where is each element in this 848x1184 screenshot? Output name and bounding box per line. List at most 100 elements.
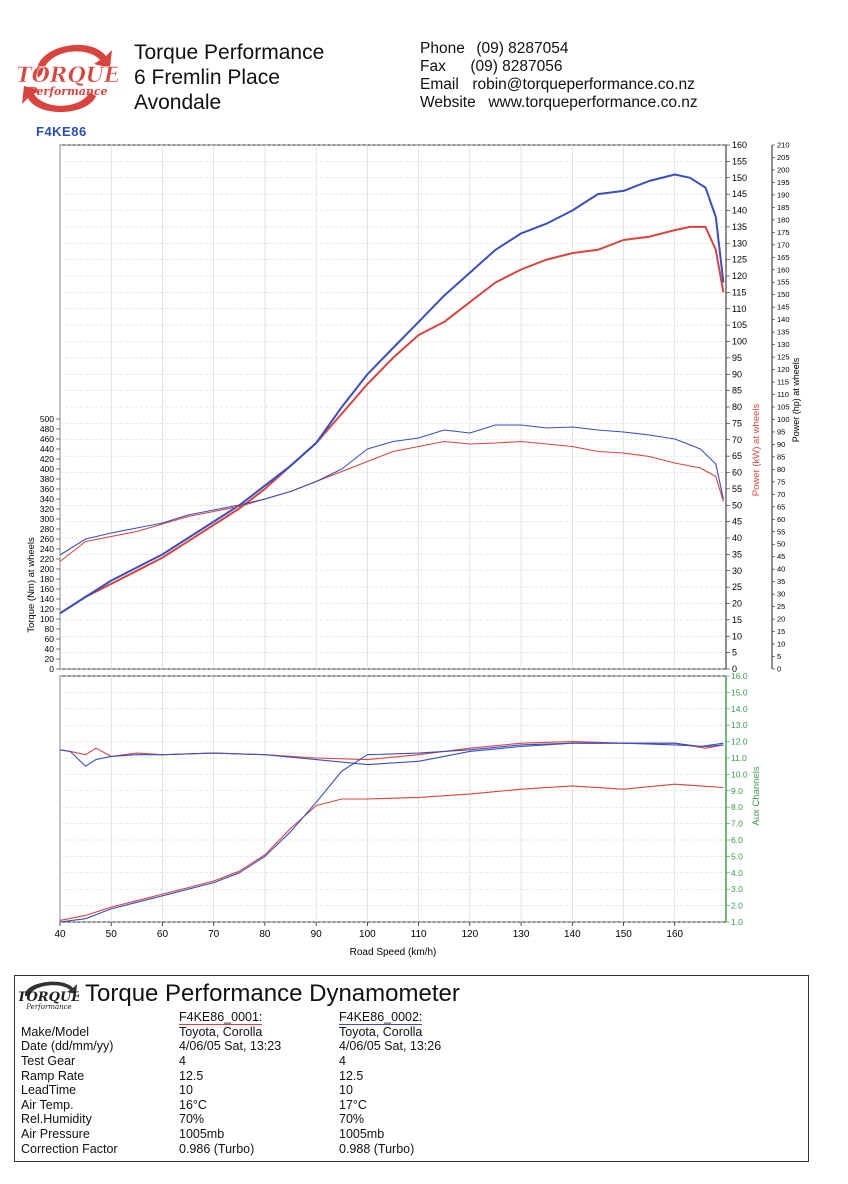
torque-tick-label: 340	[40, 494, 54, 504]
x-tick-label: 160	[666, 929, 683, 940]
run2-value: Toyota, Corolla	[339, 1024, 423, 1039]
kw-tick-label: 160	[732, 140, 747, 150]
kw-tick-label: 0	[732, 664, 737, 674]
power-hp-axis-label: Power (hp) at wheels	[791, 357, 801, 442]
hp-tick-label: 115	[777, 378, 789, 387]
torque-tick-label: 140	[40, 594, 54, 604]
website-value: www.torqueperformance.co.nz	[488, 94, 698, 111]
torque-tick-label: 400	[40, 464, 54, 474]
run2-value: 17°C	[339, 1097, 367, 1112]
aux-tick-label: 15.0	[731, 687, 748, 697]
table-row: Air Pressure 1005mb 1005mb	[21, 1127, 519, 1142]
run2-value: 70%	[339, 1112, 365, 1127]
hp-tick-label: 80	[777, 465, 785, 474]
company-address: Torque Performance 6 Fremlin Place Avond…	[134, 40, 324, 115]
run2-value: 1005mb	[339, 1127, 385, 1142]
run1-value: 10	[179, 1083, 193, 1098]
power-line-run1	[59, 225, 725, 615]
svg-text:TORQUE: TORQUE	[18, 62, 118, 87]
run1-value: 16°C	[179, 1097, 207, 1112]
torque-tick-label: 280	[40, 524, 54, 534]
aux-tick-label: 16.0	[731, 671, 748, 681]
torque-tick-label: 240	[40, 544, 54, 554]
hp-tick-label: 170	[777, 240, 790, 249]
kw-tick-label: 95	[732, 353, 742, 363]
aux-tick-label: 8.0	[731, 802, 743, 812]
kw-tick-label: 75	[732, 418, 742, 428]
torque-line-run1	[59, 440, 724, 562]
company-street: 6 Fremlin Place	[134, 66, 280, 89]
hp-tick-label: 145	[777, 303, 790, 312]
hp-tick-label: 0	[777, 665, 781, 674]
table-header-row: F4KE86_0001: F4KE86_0002:	[21, 1010, 519, 1026]
kw-tick-label: 70	[732, 435, 742, 445]
hp-tick-label: 120	[777, 365, 790, 374]
hp-tick-label: 40	[777, 565, 785, 574]
torque-tick-label: 100	[40, 614, 54, 624]
hp-tick-label: 210	[777, 141, 790, 150]
kw-tick-label: 80	[732, 402, 742, 412]
kw-tick-label: 90	[732, 369, 742, 379]
row-label: LeadTime	[21, 1083, 77, 1098]
x-tick-label: 100	[359, 929, 376, 940]
power-kw-axis-label: Power (kW) at wheels	[751, 404, 762, 497]
aux-afr-line-run1	[59, 741, 724, 761]
hp-tick-label: 140	[777, 315, 790, 324]
table-row: Rel.Humidity 70% 70%	[21, 1112, 519, 1127]
run2-header: F4KE86_0002:	[339, 1010, 423, 1026]
torque-axis-label: Torque (Nm) at wheels	[26, 537, 37, 633]
kw-tick-label: 115	[732, 287, 746, 297]
torque-tick-label: 300	[40, 514, 54, 524]
x-tick-label: 130	[513, 929, 530, 940]
torque-tick-label: 360	[40, 484, 54, 494]
table-row: Ramp Rate 12.5 12.5	[21, 1068, 519, 1083]
torque-tick-label: 500	[40, 414, 54, 424]
x-tick-label: 80	[259, 929, 271, 940]
aux-tick-label: 13.0	[731, 720, 748, 730]
run1-value: Toyota, Corolla	[179, 1024, 263, 1039]
torque-tick-label: 120	[40, 604, 54, 614]
row-label: Ramp Rate	[21, 1068, 85, 1083]
hp-tick-label: 70	[777, 490, 785, 499]
hp-tick-label: 65	[777, 502, 785, 511]
kw-tick-label: 25	[732, 582, 742, 592]
kw-tick-label: 50	[732, 500, 742, 510]
aux-tick-label: 12.0	[731, 737, 748, 747]
run1-value: 1005mb	[179, 1127, 225, 1142]
table-row: Air Temp. 16°C 17°C	[21, 1098, 519, 1113]
hp-tick-label: 60	[777, 515, 785, 524]
hp-tick-label: 125	[777, 353, 790, 362]
x-tick-label: 70	[208, 929, 220, 940]
run-tag: F4KE86	[36, 124, 87, 139]
aux-boost-line-run1	[59, 783, 724, 921]
hp-tick-label: 175	[777, 228, 790, 237]
row-label: Air Temp.	[21, 1097, 74, 1112]
torque-tick-label: 260	[40, 534, 54, 544]
hp-tick-label: 185	[777, 203, 790, 212]
table-row: Date (dd/mm/yy) 4/06/05 Sat, 13:23 4/06/05…	[21, 1039, 519, 1054]
kw-tick-label: 20	[732, 599, 742, 609]
table-row: LeadTime 10 10	[21, 1083, 519, 1098]
x-axis-label: Road Speed (km/h)	[350, 947, 437, 958]
hp-tick-label: 200	[777, 165, 790, 174]
x-tick-label: 150	[615, 929, 632, 940]
company-suburb: Avondale	[134, 91, 222, 114]
hp-tick-label: 130	[777, 340, 790, 349]
aux-tick-label: 11.0	[731, 753, 747, 763]
kw-tick-label: 65	[732, 451, 742, 461]
kw-tick-label: 5	[732, 648, 737, 658]
kw-tick-label: 125	[732, 255, 747, 265]
hp-tick-label: 95	[777, 427, 785, 436]
aux-tick-label: 7.0	[731, 819, 743, 829]
aux-tick-label: 1.0	[731, 917, 743, 927]
hp-tick-label: 45	[777, 552, 785, 561]
hp-tick-label: 10	[777, 640, 785, 649]
fax-value: (09) 8287056	[470, 58, 563, 75]
torque-tick-label: 420	[40, 454, 54, 464]
run1-value: 12.5	[179, 1068, 204, 1083]
hp-tick-label: 50	[777, 540, 785, 549]
hp-tick-label: 150	[777, 290, 790, 299]
hp-tick-label: 75	[777, 477, 785, 486]
aux-panel-frame	[59, 675, 727, 923]
row-label: Test Gear	[21, 1054, 76, 1069]
